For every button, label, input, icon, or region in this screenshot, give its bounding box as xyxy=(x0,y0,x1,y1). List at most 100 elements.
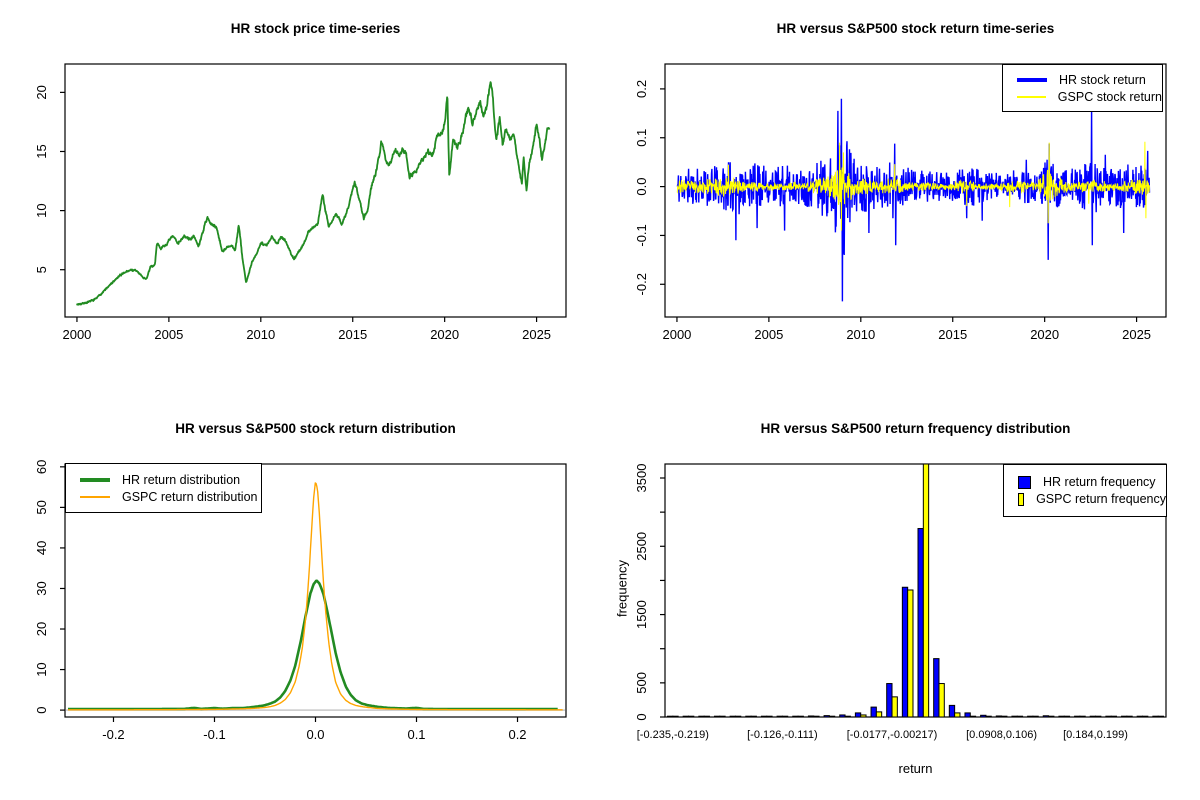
hr-distribution-line-swatch xyxy=(80,477,110,482)
histogram-bar xyxy=(1157,715,1164,717)
bin-label: [0.0908,0.106) xyxy=(966,729,1037,741)
legend-label: HR stock return xyxy=(1059,72,1146,87)
histogram-bar xyxy=(687,715,695,717)
histogram-bar xyxy=(1027,715,1034,717)
legend-item-gspc-frequency: GSPC return frequency xyxy=(1004,492,1166,506)
plot-area xyxy=(76,81,551,306)
x-tick-label: 2000 xyxy=(662,327,691,342)
x-tick-label: 2025 xyxy=(522,327,551,342)
panel-price-timeseries: 2000 2005 2010 2015 2020 2025 5 10 15 20 HR stock… xyxy=(0,0,600,400)
histogram-bar xyxy=(875,711,883,717)
x-axis-label-return: return xyxy=(898,761,933,776)
plot-box xyxy=(664,63,1167,318)
histogram-bar xyxy=(922,464,930,717)
legend-label: GSPC return distribution xyxy=(122,489,258,504)
histogram-bar xyxy=(907,589,914,717)
histogram-bar xyxy=(917,528,924,717)
return-series-line xyxy=(676,141,1150,231)
histogram-bar xyxy=(933,658,940,717)
legend-label: HR return distribution xyxy=(122,472,241,487)
chart-title-frequency: HR versus S&P500 return frequency distri… xyxy=(760,421,1071,436)
legend-item-gspc-distribution: GSPC return distribution xyxy=(66,490,261,504)
chart-title-distribution: HR versus S&P500 stock return distributi… xyxy=(175,421,456,436)
hr-frequency-square-swatch xyxy=(1018,475,1031,489)
histogram-bar xyxy=(891,696,898,717)
histogram-bar xyxy=(1105,715,1112,717)
histogram-bar xyxy=(901,586,909,717)
histogram-bar xyxy=(1136,715,1144,717)
plot-area xyxy=(676,98,1151,302)
x-tick-label: 0.0 xyxy=(306,727,324,742)
y-tick-label: 30 xyxy=(34,581,49,595)
plot-box xyxy=(64,63,567,318)
histogram-bar xyxy=(860,714,867,717)
y-tick-label: 10 xyxy=(34,203,49,217)
gspc-return-line-swatch xyxy=(1017,95,1046,98)
histogram-bar xyxy=(828,715,836,717)
y-tick-label: -0.1 xyxy=(634,224,649,246)
y-tick-label: 20 xyxy=(34,85,49,99)
x-tick-label: 2015 xyxy=(938,327,967,342)
panel-return-frequency: 0 500 1500 2500 3500 [-0.235,-0.219) [-0.126,-… xyxy=(600,400,1200,800)
histogram-bar xyxy=(844,715,851,717)
y-tick-label: 50 xyxy=(34,500,49,514)
histogram-bar xyxy=(729,715,736,717)
histogram-bar xyxy=(1058,715,1065,717)
histogram-bar xyxy=(667,715,674,717)
legend-label: GSPC return frequency xyxy=(1036,492,1166,506)
x-tick-label: 2025 xyxy=(1122,327,1151,342)
histogram-bar xyxy=(734,715,742,717)
histogram-bar xyxy=(969,715,977,717)
y-tick-label: 60 xyxy=(34,460,49,474)
histogram-bar xyxy=(745,715,752,717)
histogram-bar xyxy=(954,712,961,717)
y-tick-label: 0 xyxy=(34,706,49,713)
return-timeseries-plot: 2000 2005 2010 2015 2020 2025 -0.2 -0.1 0.0 0.1 0.… xyxy=(634,63,1167,342)
y-tick-label: 3500 xyxy=(634,464,649,493)
histogram-bar xyxy=(1089,715,1097,717)
y-tick-label: 10 xyxy=(34,662,49,676)
histogram-bar xyxy=(1001,715,1008,717)
plot-area xyxy=(667,464,1164,717)
legend-item-hr-frequency: HR return frequency xyxy=(1004,475,1166,489)
bin-label: [-0.0177,-0.00217) xyxy=(847,729,938,741)
price-timeseries-plot: 2000 2005 2010 2015 2020 2025 5 10 15 20 xyxy=(34,63,567,342)
histogram-bar xyxy=(750,715,757,717)
return-distribution-plot: -0.2 -0.1 0.0 0.1 0.2 0 10 20 30 40 50 60 xyxy=(34,460,567,742)
y-tick-label: 2500 xyxy=(634,532,649,561)
histogram-bar xyxy=(703,715,710,717)
histogram-bar xyxy=(682,715,689,717)
histogram-bar xyxy=(766,715,773,717)
histogram-bar xyxy=(1152,715,1159,717)
histogram-bar xyxy=(792,715,799,717)
y-tick-label: 40 xyxy=(34,541,49,555)
y-tick-label: 500 xyxy=(634,672,649,694)
histogram-bar xyxy=(948,704,956,717)
legend-frequency: HR return frequency GSPC return frequenc… xyxy=(1003,464,1167,517)
plot-box xyxy=(664,463,1167,718)
legend-item-hr-return: HR stock return xyxy=(1003,73,1162,87)
histogram-bar xyxy=(713,715,721,717)
y-tick-label: 1500 xyxy=(634,600,649,629)
histogram-bar xyxy=(1142,715,1149,717)
histogram-bar xyxy=(760,715,768,717)
density-curve xyxy=(68,482,563,711)
histogram-bar xyxy=(672,715,679,717)
gspc-distribution-line-swatch xyxy=(80,495,110,498)
x-tick-label: 2000 xyxy=(62,327,91,342)
histogram-bar xyxy=(781,715,789,717)
x-tick-label: 2010 xyxy=(246,327,275,342)
axes: 0 500 1500 2500 3500 xyxy=(634,463,1167,721)
y-axis-label-frequency: frequency xyxy=(614,559,630,618)
y-tick-label: 5 xyxy=(34,266,49,273)
histogram-bar xyxy=(870,706,877,717)
bin-label: [0.184,0.199) xyxy=(1063,729,1128,741)
histogram-bar xyxy=(886,683,893,717)
histogram-bar xyxy=(985,715,992,717)
histogram-bar xyxy=(1048,715,1055,717)
chart-title-price: HR stock price time-series xyxy=(230,21,401,36)
gspc-frequency-square-swatch xyxy=(1018,492,1025,506)
y-tick-label: 0.1 xyxy=(634,129,649,147)
x-tick-label: 0.1 xyxy=(407,727,425,742)
